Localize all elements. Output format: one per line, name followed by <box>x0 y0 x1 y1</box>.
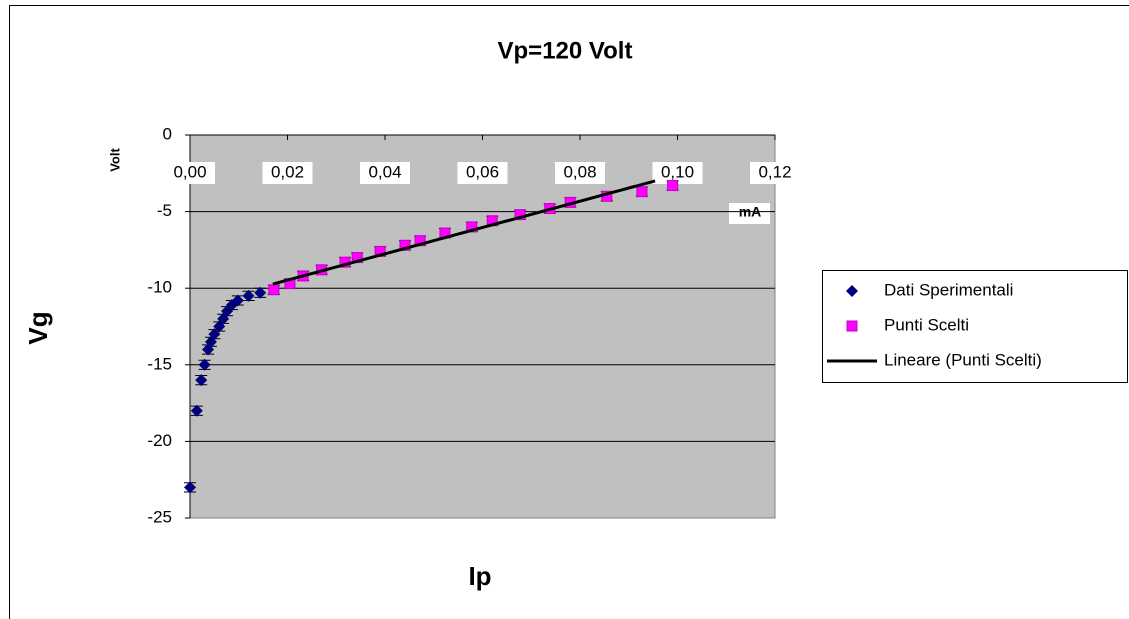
x-tick-label: 0,02 <box>271 162 304 181</box>
x-tick-label: 0,12 <box>758 162 791 181</box>
y-tick-label: -20 <box>147 431 172 450</box>
x-tick-label: 0,06 <box>466 162 499 181</box>
data-point <box>254 286 267 299</box>
y-unit-label: Volt <box>107 148 122 172</box>
data-point <box>399 239 411 251</box>
chart-title: Vp=120 Volt <box>498 37 633 64</box>
x-tick-label-bg <box>262 162 313 184</box>
plot-area <box>189 134 776 519</box>
x-unit-bg <box>729 203 770 224</box>
data-point <box>190 404 203 417</box>
x-tick-label-bg <box>750 162 800 184</box>
x-axis-label: Ip <box>468 561 491 591</box>
x-tick-label-bg <box>165 162 215 184</box>
legend-swatch <box>846 320 858 332</box>
x-tick-label: 0,00 <box>173 162 206 181</box>
data-point <box>195 374 208 387</box>
y-axis-label: Vg <box>23 311 53 344</box>
legend-label: Punti Scelti <box>884 315 969 334</box>
x-tick-label: 0,08 <box>563 162 596 181</box>
legend-label: Lineare (Punti Scelti) <box>884 350 1042 369</box>
y-tick-label: -15 <box>147 354 172 373</box>
x-tick-label-bg <box>457 162 508 184</box>
x-tick-label: 0,04 <box>368 162 401 181</box>
data-point <box>198 358 211 371</box>
legend-swatch <box>846 285 858 297</box>
x-tick-label-bg <box>652 162 703 184</box>
data-point <box>667 180 679 192</box>
data-point <box>231 294 244 307</box>
y-tick-label: 0 <box>163 124 172 143</box>
y-tick-label: -5 <box>157 201 172 220</box>
data-point <box>636 186 648 198</box>
data-point <box>242 289 255 302</box>
data-point <box>184 481 196 494</box>
y-tick-label: -10 <box>147 278 172 297</box>
x-tick-label-bg <box>360 162 410 184</box>
legend-box <box>822 270 1128 383</box>
data-point <box>268 284 280 296</box>
y-tick-label: -25 <box>147 507 172 526</box>
trend-line <box>272 179 656 286</box>
x-tick-label: 0,10 <box>661 162 694 181</box>
x-tick-label-bg <box>555 162 605 184</box>
legend-label: Dati Sperimentali <box>884 280 1013 299</box>
